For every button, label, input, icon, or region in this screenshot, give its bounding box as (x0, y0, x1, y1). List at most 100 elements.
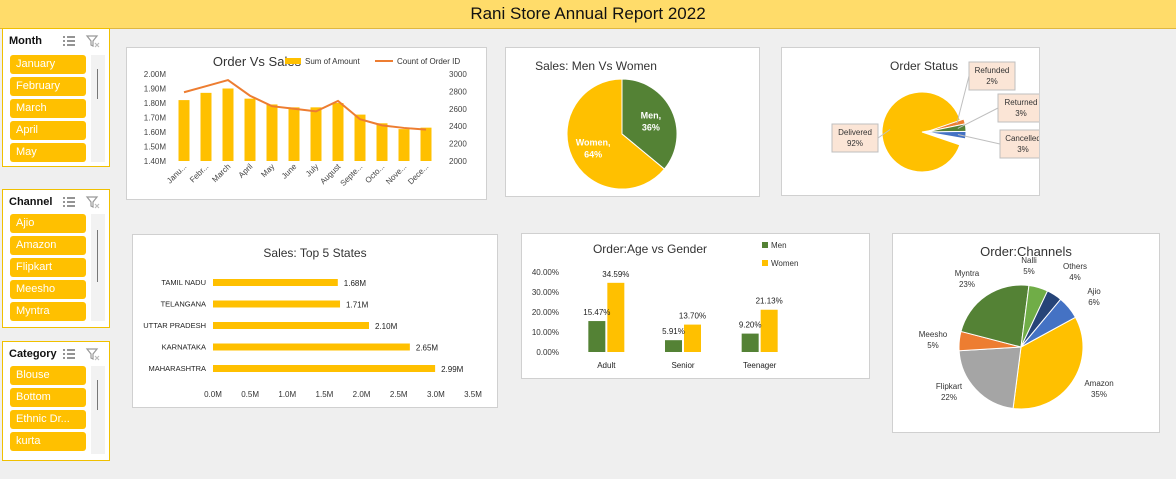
month-slicer[interactable]: Month January February March April May (2, 28, 110, 167)
bar-value-label: 34.59% (602, 270, 629, 279)
slicer-item-flipkart[interactable]: Flipkart (10, 258, 86, 277)
slice-pct: 5% (1023, 267, 1035, 276)
multi-select-icon[interactable] (61, 346, 77, 362)
x-tick: 2.5M (390, 390, 408, 399)
slice-pct: 36% (642, 122, 660, 132)
callout-label: Delivered (838, 128, 872, 137)
legend-label-men: Men (771, 241, 787, 250)
age-vs-gender-chart[interactable]: Order:Age vs Gender Men Women 40.00% 30.00% 2… (521, 233, 870, 379)
y-tick-left: 1.80M (144, 99, 167, 108)
y-tick: KARNATAKA (162, 343, 206, 352)
bar-women (760, 309, 778, 352)
month-slicer-header: Month (9, 35, 42, 47)
slicer-item-may[interactable]: May (10, 143, 86, 162)
y-tick-left: 1.40M (144, 157, 167, 166)
bar-state (213, 300, 341, 308)
bar-value-label: 2.10M (375, 322, 398, 331)
callout-pct: 92% (847, 139, 863, 148)
slicer-item-january[interactable]: January (10, 55, 86, 74)
slicer-item-kurta[interactable]: kurta (10, 432, 86, 451)
bar-amount (420, 127, 432, 161)
x-tick: Febr... (188, 162, 210, 184)
y-tick-right: 2400 (449, 122, 467, 131)
bar-women (684, 324, 701, 352)
callout-label: Cancelled (1005, 134, 1039, 143)
bar-men (665, 340, 682, 352)
x-tick: June (280, 162, 299, 181)
order-vs-sales-chart[interactable]: Order Vs Sales Sum of Amount Count of Orde… (126, 47, 487, 200)
x-tick: Nove... (384, 162, 408, 186)
y-tick: UTTAR PRADESH (143, 321, 206, 330)
slicer-item-ajio[interactable]: Ajio (10, 214, 86, 233)
chart-title: Order Status (890, 59, 958, 73)
bar-men (588, 321, 606, 352)
legend-label-amount: Sum of Amount (305, 57, 360, 66)
callout-pct: 3% (1017, 145, 1029, 154)
men-vs-women-chart[interactable]: Sales: Men Vs Women Men, 36% Women, 64% (505, 47, 760, 197)
slicer-item-ethnic-dress[interactable]: Ethnic Dr... (10, 410, 86, 429)
chart-title: Order:Age vs Gender (593, 242, 707, 256)
x-tick: Septe... (339, 162, 365, 188)
y-tick: 0.00% (536, 348, 559, 357)
y-tick: 40.00% (532, 268, 559, 277)
callout-box (999, 129, 1039, 159)
x-tick: 3.0M (427, 390, 445, 399)
slicer-item-meesho[interactable]: Meesho (10, 280, 86, 299)
x-tick: May (259, 162, 276, 179)
slicer-item-amazon[interactable]: Amazon (10, 236, 86, 255)
bar-amount (244, 98, 256, 161)
x-tick: Senior (671, 361, 694, 370)
channels-chart[interactable]: Order:Channels Amazon 35% Flipkart 22% Meesho… (892, 233, 1160, 433)
y-tick: TAMIL NADU (161, 278, 206, 287)
top5-states-chart[interactable]: Sales: Top 5 States TAMIL NADU 1.68M TELANG… (132, 234, 498, 408)
clear-filter-icon[interactable] (85, 346, 101, 362)
channel-slicer[interactable]: Channel Ajio Amazon Flipkart Meesho Mynt… (2, 189, 110, 328)
slicer-item-march[interactable]: March (10, 99, 86, 118)
pie-slice-flipkart (958, 346, 1022, 410)
slicer-item-bottom[interactable]: Bottom (10, 388, 86, 407)
pie-slice-ajio (1020, 298, 1077, 348)
multi-select-icon[interactable] (61, 194, 77, 210)
clear-filter-icon[interactable] (85, 33, 101, 49)
multi-select-icon[interactable] (61, 33, 77, 49)
bar-women (607, 282, 625, 352)
x-tick: July (304, 162, 320, 178)
slicer-item-blouse[interactable]: Blouse (10, 366, 86, 385)
bar-value-label: 1.71M (346, 301, 369, 310)
bar-amount (266, 104, 278, 161)
callout-leader (956, 75, 970, 124)
y-tick-left: 1.50M (144, 143, 167, 152)
order-status-chart[interactable]: Order Status Delivered 92% Refunded 2% Return… (781, 47, 1040, 196)
bar-amount (332, 103, 344, 161)
chart-title: Sales: Men Vs Women (535, 59, 657, 73)
channel-slicer-scrollbar[interactable] (91, 214, 105, 321)
clear-filter-icon[interactable] (85, 194, 101, 210)
x-tick: Dece... (406, 162, 430, 186)
y-tick-left: 2.00M (144, 70, 167, 79)
callout-pct: 3% (1015, 109, 1027, 118)
slicer-item-myntra[interactable]: Myntra (10, 302, 86, 321)
y-tick-right: 2200 (449, 140, 467, 149)
callout-label: Returned (1005, 98, 1038, 107)
category-slicer[interactable]: Category Blouse Bottom Ethnic Dr... kurt… (2, 341, 110, 461)
bar-amount (178, 100, 190, 161)
month-slicer-scrollbar[interactable] (91, 55, 105, 162)
slice-label: Myntra (955, 269, 980, 278)
y-tick-right: 2600 (449, 105, 467, 114)
pie-slice-women (566, 78, 666, 190)
slice-pct: 35% (1091, 390, 1107, 399)
x-tick: 2.0M (353, 390, 371, 399)
callout-leader (957, 134, 1001, 145)
pie-slice-amazon (1012, 316, 1084, 410)
bar-value-label: 2.99M (441, 365, 464, 374)
callout-box (997, 93, 1039, 123)
x-tick: Janu... (165, 162, 188, 185)
slicer-item-april[interactable]: April (10, 121, 86, 140)
bar-value-label: 9.20% (739, 321, 762, 330)
x-tick: 0.5M (241, 390, 259, 399)
pie-slice-cancelled (925, 130, 967, 140)
category-slicer-scrollbar[interactable] (91, 366, 105, 454)
y-tick-left: 1.60M (144, 128, 167, 137)
slice-pct: 23% (959, 280, 975, 289)
slicer-item-february[interactable]: February (10, 77, 86, 96)
